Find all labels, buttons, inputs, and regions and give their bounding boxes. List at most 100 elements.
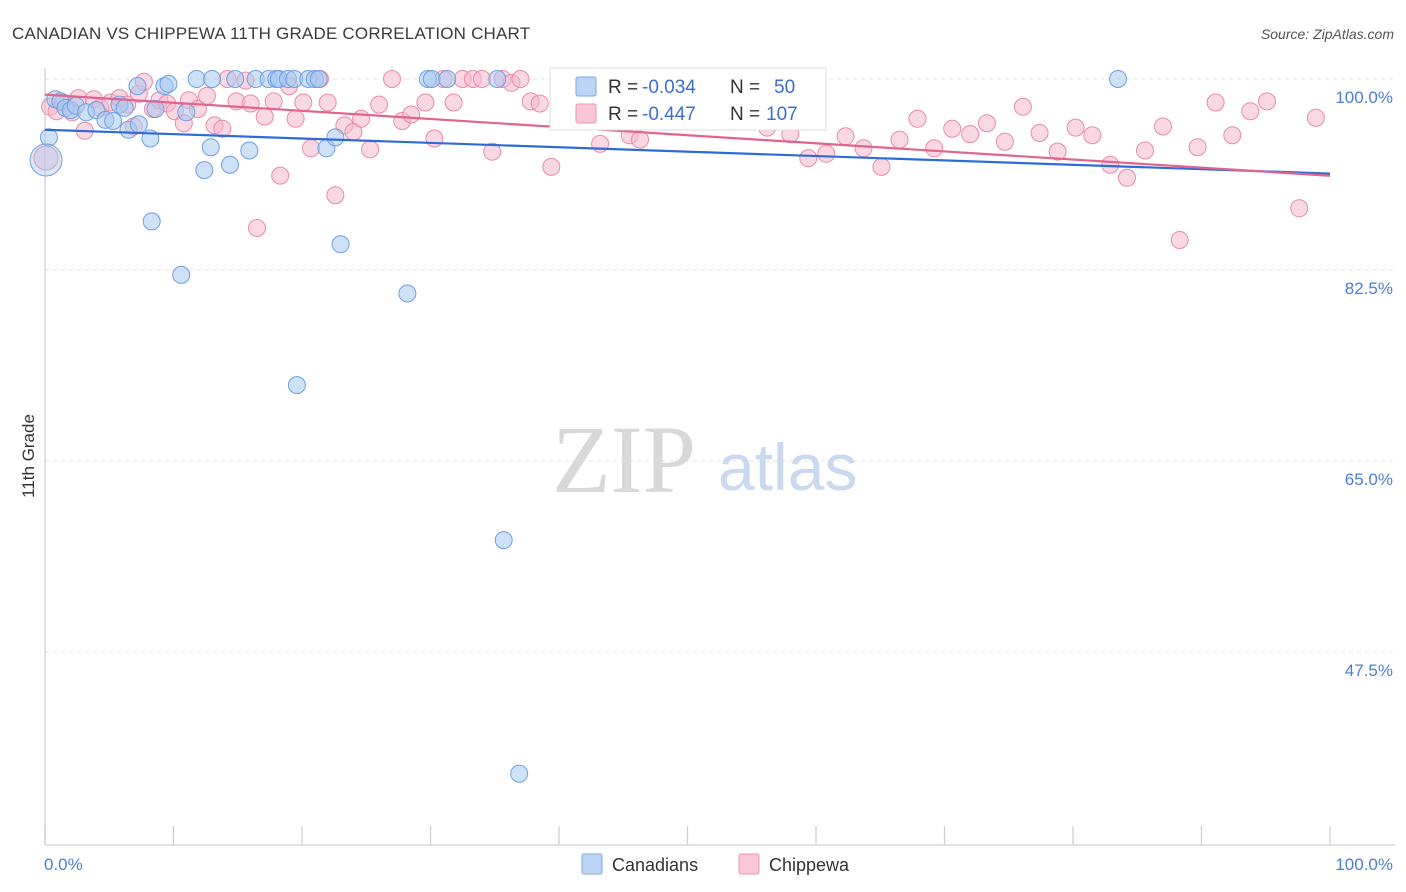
canadians-point-41	[331, 235, 350, 254]
chippewa-point-37	[318, 93, 337, 112]
chippewa-point-94	[1083, 126, 1102, 145]
canadians-point-24	[201, 138, 220, 157]
chippewa-point-93	[1066, 118, 1085, 137]
bottom-legend-chippewa: Chippewa	[769, 855, 850, 875]
x-tick-label-min: 0.0%	[44, 855, 83, 874]
canadians-point-16	[142, 212, 161, 231]
chippewa-point-84	[908, 109, 927, 128]
canadians-point-40	[326, 128, 345, 147]
canadians-point-17	[146, 100, 165, 118]
chippewa-point-100	[1188, 138, 1207, 157]
bottom-legend-swatch-chippewa	[738, 853, 760, 875]
y-tick-labels: 100.0% 82.5% 65.0% 47.5%	[1335, 88, 1393, 680]
chippewa-point-81	[854, 139, 873, 158]
trend-lines	[44, 93, 1331, 177]
chippewa-point-57	[511, 70, 530, 88]
canadians-point-9	[104, 112, 123, 130]
legend-n-label-1: N =	[730, 77, 760, 98]
chippewa-point-41	[352, 109, 371, 128]
chippewa-point-102	[1223, 126, 1242, 145]
canadians-point-26	[221, 155, 239, 174]
chippewa-point-91	[1030, 124, 1049, 142]
canadians-point-21	[177, 103, 196, 122]
bottom-legend-canadians: Canadians	[612, 855, 698, 875]
chippewa-point-101	[1206, 93, 1225, 112]
chippewa-point-99	[1170, 231, 1189, 249]
chippewa-point-35	[302, 139, 320, 158]
canadians-point-11	[115, 98, 134, 117]
y-tick-label-1: 82.5%	[1345, 279, 1393, 298]
chippewa-point-88	[977, 114, 996, 133]
watermark-zip: ZIP	[552, 406, 696, 513]
chippewa-point-83	[890, 130, 909, 149]
chippewa-point-59	[530, 94, 549, 113]
bottom-legend: Canadians Chippewa	[581, 853, 850, 875]
chippewa-point-104	[1258, 92, 1276, 111]
canadians-point-47	[494, 531, 513, 550]
chippewa-point-50	[444, 93, 463, 112]
chippewa-point-38	[326, 186, 345, 205]
bottom-legend-swatch-canadians	[581, 853, 603, 875]
canadians-point-cluster	[29, 143, 63, 177]
chippewa-point-60	[542, 157, 561, 176]
canadians-point-46	[488, 70, 507, 88]
canadians-point-49	[1109, 70, 1127, 88]
canadians-point-42	[398, 284, 417, 303]
chippewa-point-47	[416, 93, 435, 112]
canadians-points	[29, 70, 1127, 783]
chippewa-point-44	[383, 70, 401, 88]
legend-n-value-2: 107	[766, 104, 798, 125]
canadians-point-35	[287, 376, 306, 395]
chart-title: CANADIAN VS CHIPPEWA 11TH GRADE CORRELAT…	[12, 24, 530, 43]
legend-r-value-1: -0.034	[642, 77, 696, 98]
y-tick-label-2: 65.0%	[1345, 470, 1393, 489]
chippewa-point-92	[1048, 142, 1067, 161]
chippewa-point-78	[799, 149, 818, 168]
chippewa-point-85	[925, 139, 944, 158]
chippewa-point-87	[961, 125, 980, 144]
chippewa-point-31	[271, 166, 290, 185]
x-tick-label-max: 100.0%	[1335, 855, 1393, 874]
chippewa-point-80	[836, 127, 855, 146]
chippewa-point-54	[483, 142, 502, 161]
canadians-point-25	[203, 70, 222, 88]
canadians-trend-line	[44, 128, 1331, 175]
canadians-point-38	[309, 70, 328, 88]
x-axis-ticks	[44, 826, 1331, 845]
chippewa-point-27	[241, 94, 260, 113]
canadians-point-28	[240, 141, 259, 160]
gridlines	[45, 78, 1395, 653]
chippewa-point-28	[248, 219, 266, 237]
chippewa-point-30	[264, 92, 283, 111]
legend-swatch-canadians	[575, 76, 597, 97]
chippewa-point-82	[872, 157, 891, 176]
chart-source: Source: ZipAtlas.com	[1261, 26, 1394, 42]
chippewa-point-105	[1290, 199, 1309, 218]
chippewa-point-90	[1013, 97, 1032, 116]
chippewa-point-48	[425, 129, 444, 148]
chippewa-point-46	[402, 105, 421, 124]
legend-n-label-2: N =	[730, 104, 760, 125]
canadians-point-14	[129, 115, 148, 134]
legend-swatch-chippewa	[575, 103, 597, 124]
canadians-point-23	[195, 161, 214, 180]
chippewa-point-103	[1241, 102, 1260, 121]
legend-r-value-2: -0.447	[642, 104, 696, 125]
chippewa-point-29	[255, 107, 274, 126]
chippewa-point-89	[995, 132, 1014, 151]
chippewa-point-53	[472, 70, 491, 88]
chippewa-point-98	[1154, 117, 1172, 136]
legend-r-label-2: R =	[608, 104, 638, 125]
canadians-point-27	[226, 70, 245, 88]
canadians-point-20	[172, 265, 191, 284]
canadians-point-22	[187, 70, 206, 88]
y-tick-label-3: 47.5%	[1345, 661, 1393, 680]
chippewa-point-23	[213, 119, 232, 138]
chippewa-point-106	[1306, 108, 1325, 127]
y-tick-label-0: 100.0%	[1335, 88, 1393, 107]
canadians-point-19	[159, 74, 178, 93]
chippewa-point-cluster	[33, 145, 59, 171]
canadians-point-45	[438, 70, 457, 88]
chippewa-point-96	[1118, 168, 1136, 187]
